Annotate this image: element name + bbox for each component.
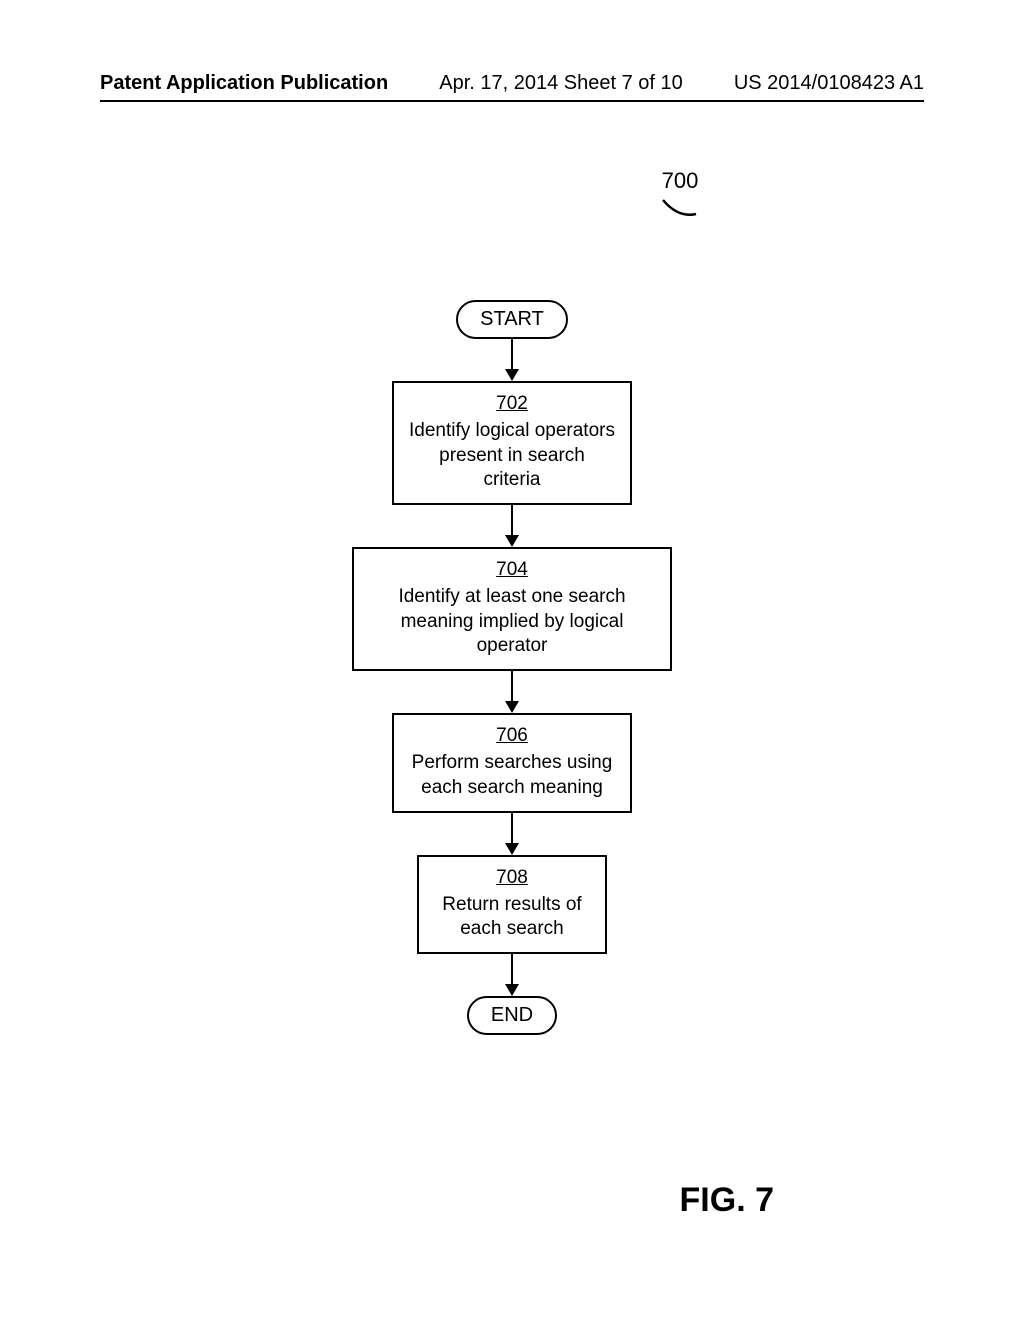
arrow-head-icon (505, 984, 519, 996)
flowchart-process-704: 704 Identify at least one search meaning … (352, 547, 672, 671)
flowchart-arrow (505, 339, 519, 381)
header-number: US 2014/0108423 A1 (734, 72, 924, 95)
flowchart-arrow (505, 954, 519, 996)
arrow-head-icon (505, 535, 519, 547)
flowchart-process-706: 706 Perform searches using each search me… (392, 713, 632, 812)
step-number: 706 (408, 725, 616, 747)
arrow-head-icon (505, 843, 519, 855)
arrow-line (511, 339, 513, 369)
flowchart-arrow (505, 505, 519, 547)
flowchart-arrow (505, 671, 519, 713)
step-text: Identify at least one search meaning imp… (368, 585, 656, 659)
step-text: Identify logical operators present in se… (408, 419, 616, 493)
flowchart-terminal-start: START (456, 300, 568, 339)
arrow-line (511, 505, 513, 535)
flowchart-terminal-end: END (467, 996, 557, 1035)
flowchart-container: START 702 Identify logical operators prese… (0, 300, 1024, 1035)
header-date: Apr. 17, 2014 Sheet 7 of 10 (439, 72, 683, 95)
reference-numeral-text: 700 (662, 168, 699, 193)
step-number: 708 (433, 867, 591, 889)
reference-lead-line (660, 196, 700, 220)
figure-label: FIG. 7 (680, 1181, 774, 1220)
step-number: 704 (368, 559, 656, 581)
flowchart-process-708: 708 Return results of each search (417, 855, 607, 954)
arrow-line (511, 813, 513, 843)
arrow-head-icon (505, 369, 519, 381)
header-divider (100, 100, 924, 102)
reference-numeral: 700 (660, 168, 700, 220)
arrow-line (511, 954, 513, 984)
arrow-head-icon (505, 701, 519, 713)
step-number: 702 (408, 393, 616, 415)
step-text: Return results of each search (433, 893, 591, 942)
flowchart-arrow (505, 813, 519, 855)
step-text: Perform searches using each search meani… (408, 751, 616, 800)
arrow-line (511, 671, 513, 701)
header-publication: Patent Application Publication (100, 72, 388, 95)
flowchart-process-702: 702 Identify logical operators present in… (392, 381, 632, 505)
